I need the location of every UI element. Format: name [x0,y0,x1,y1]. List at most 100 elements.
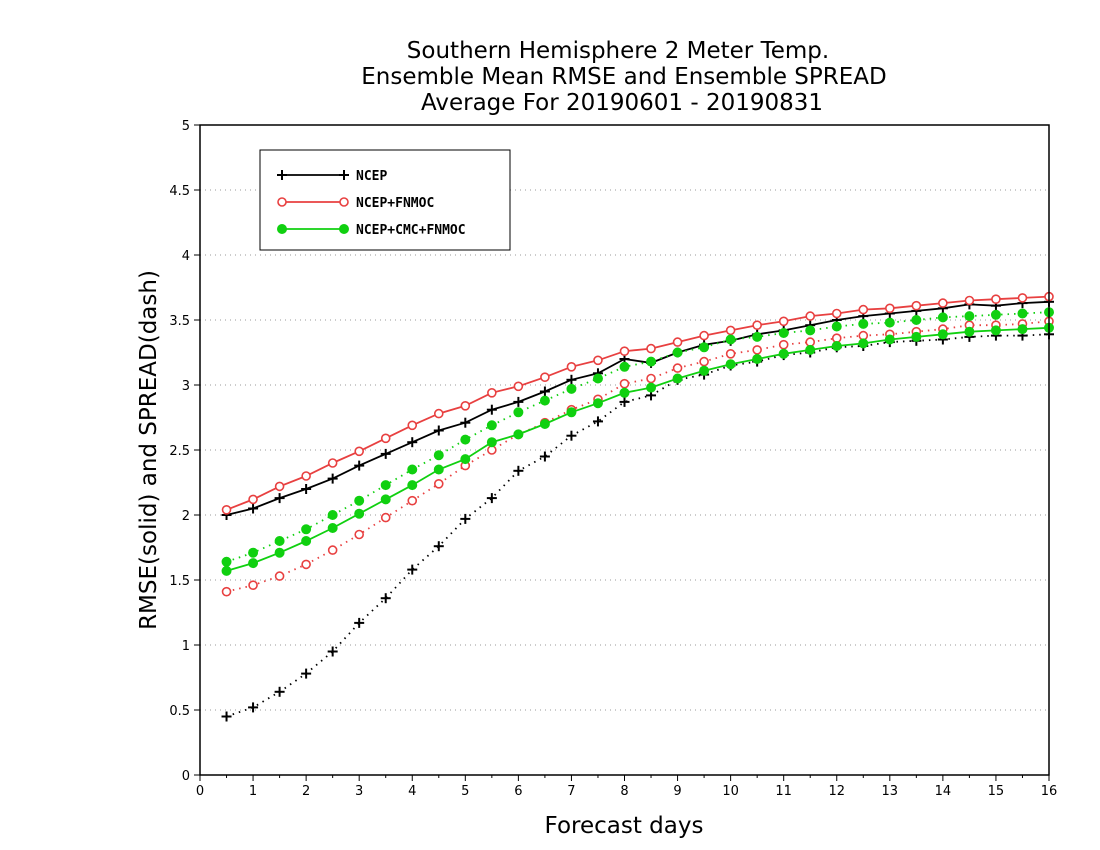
rmse-point [566,374,577,385]
series-ncep-spread [221,329,1054,722]
y-tick-label: 5 [182,119,190,134]
x-axis-label: Forecast days [545,813,704,839]
x-tick-label: 7 [567,784,575,799]
spread-point [937,312,948,323]
x-tick-label: 16 [1041,784,1058,799]
legend-marker [339,197,349,207]
rmse-point [885,303,895,314]
rmse-point [566,361,577,372]
legend-item-ncep-fnmoc: NCEP+FNMOC [277,196,434,211]
rmse-point [646,382,657,393]
y-tick-label: 4.5 [169,184,190,199]
chart-title-line-1: Southern Hemisphere 2 Meter Temp. [407,38,829,64]
x-tick-label: 0 [196,784,204,799]
spread-point [778,328,789,338]
rmse-point [805,311,816,321]
spread-point [221,586,232,597]
rmse-point [593,355,603,366]
x-tick-label: 15 [988,784,1005,799]
spread-point [274,536,285,546]
rmse-point [248,503,259,514]
x-tick-label: 13 [882,784,899,799]
rmse-point [327,458,338,468]
spread-point [539,395,550,406]
rmse-point [407,437,418,448]
rmse-point [1017,293,1028,303]
legend-label: NCEP+CMC+FNMOC [356,223,466,238]
spread-point [221,556,232,567]
spread-point [274,571,285,581]
spread-point [380,593,391,604]
spread-point [858,318,869,329]
x-tick-label: 9 [673,784,681,799]
rmse-point [831,308,842,319]
y-axis-label: RMSE(solid) and SPREAD(dash) [136,270,162,630]
spread-point [486,420,497,431]
rmse-point [990,325,1001,336]
spread-point [725,348,736,359]
rmse-point [646,343,656,354]
spread-point [619,378,630,389]
spread-point [433,450,444,461]
rmse-point [964,326,975,337]
spread-point [646,356,657,367]
rmse-point [619,387,630,398]
spread-point [433,541,444,552]
rmse-point [699,330,709,341]
x-tick-label: 1 [249,784,257,799]
rmse-point [1017,324,1028,335]
spread-point [513,407,524,418]
x-tick-label: 2 [302,784,310,799]
y-tick-label: 0.5 [169,704,190,719]
x-tick-label: 12 [828,784,845,799]
rmse-point [274,481,285,492]
rmse-point [221,565,232,576]
rmse-point [433,408,444,419]
rmse-point [460,454,471,465]
spread-point [407,564,418,575]
rmse-point [513,381,524,392]
series-ncep-cmc-fnmoc-rmse [221,322,1054,576]
series-ncep-cmc-fnmoc-spread [221,307,1054,567]
legend-item-ncep: NCEP [277,169,387,184]
legend-marker [277,224,287,234]
rmse-point [354,460,365,471]
y-tick-label: 2.5 [169,444,190,459]
chart-title-line-3: Average For 20190601 - 20190831 [421,90,823,116]
legend-marker [339,170,349,180]
spread-line [226,320,1050,593]
rmse-point [274,493,285,504]
spread-point [672,347,683,358]
rmse-point [248,494,258,505]
rmse-point [672,337,683,347]
spread-point [248,702,259,713]
spread-point [380,480,391,491]
rmse-point [725,359,736,370]
rmse-point [937,329,948,340]
rmse-point [513,396,524,407]
rmse-point [487,387,497,398]
spread-point [327,510,338,520]
rmse-line [226,300,1050,516]
rmse-point [831,341,842,351]
spread-point [248,580,258,591]
spread-point [301,524,312,535]
y-tick-label: 1 [182,639,190,654]
spread-point [592,373,603,384]
spread-point [407,495,418,506]
rmse-point [301,471,311,481]
rmse-point [566,407,577,418]
axes: 00.511.522.533.544.550 1 2 3 4 5 6 7 8 9 10 11 12 13 1… [169,119,1057,799]
spread-point [539,451,550,462]
rmse-point [380,433,391,444]
rmse-point [407,480,418,491]
rmse-point [699,365,710,376]
rmse-point [380,494,391,505]
spread-point [301,668,312,679]
rmse-point [778,316,789,327]
spread-point [990,309,1001,320]
spread-point [460,513,471,524]
rmse-point [354,446,364,457]
rmse-point [354,508,365,519]
